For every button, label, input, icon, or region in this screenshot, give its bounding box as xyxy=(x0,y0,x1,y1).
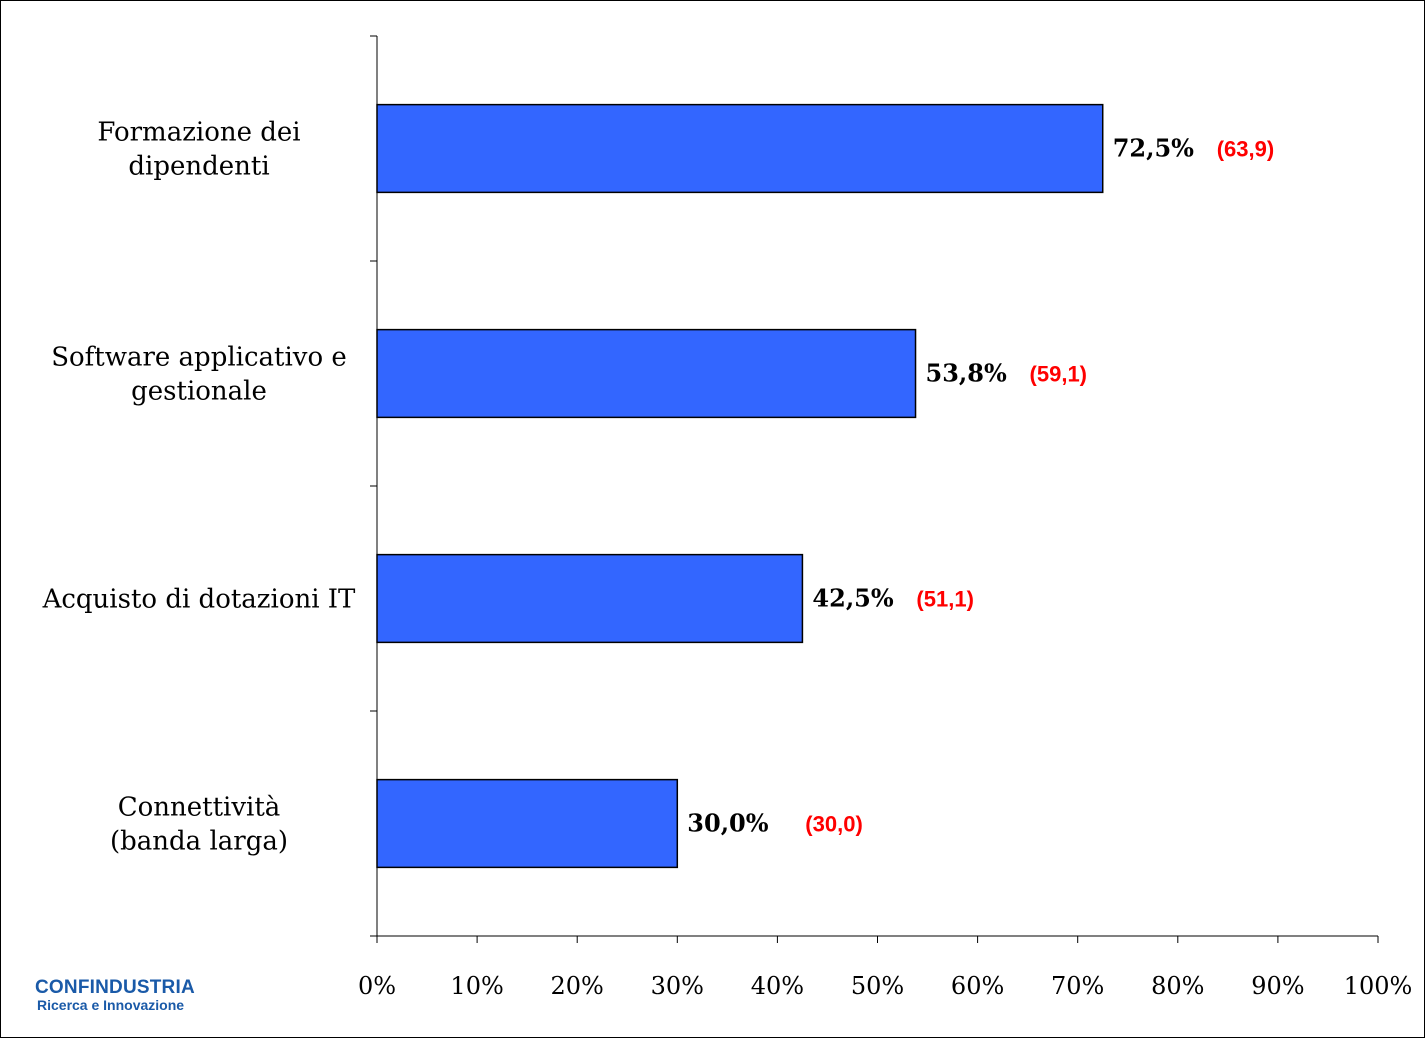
x-tick-label: 60% xyxy=(951,972,1004,1000)
previous-value-label: (51,1) xyxy=(916,587,973,612)
bar xyxy=(376,553,804,644)
x-tick-label: 30% xyxy=(651,972,704,1000)
category-label: (banda larga) xyxy=(110,827,288,857)
category-label: gestionale xyxy=(131,377,267,407)
x-tick-label: 90% xyxy=(1251,972,1304,1000)
confindustria-logo: CONFINDUSTRIA Ricerca e Innovazione xyxy=(35,978,195,1012)
value-label: 72,5% xyxy=(1113,134,1194,163)
x-tick-label: 50% xyxy=(851,972,904,1000)
bar xyxy=(376,328,917,419)
bar xyxy=(376,778,679,869)
category-label: Software applicativo e xyxy=(51,343,347,373)
previous-value-label: (30,0) xyxy=(805,812,862,837)
value-label: 42,5% xyxy=(812,584,893,613)
category-label: Formazione dei xyxy=(97,118,300,148)
value-label: 30,0% xyxy=(687,809,768,838)
x-tick-label: 0% xyxy=(358,972,396,1000)
x-tick-label: 40% xyxy=(751,972,804,1000)
value-label: 53,8% xyxy=(926,359,1007,388)
logo-subtitle: Ricerca e Innovazione xyxy=(37,997,185,1013)
x-tick-label: 80% xyxy=(1151,972,1204,1000)
x-tick-label: 20% xyxy=(551,972,604,1000)
category-label: Connettività xyxy=(118,793,281,823)
category-label: Acquisto di dotazioni IT xyxy=(42,585,356,615)
category-label: dipendenti xyxy=(128,152,269,182)
x-tick-label: 100% xyxy=(1344,972,1413,1000)
previous-value-label: (63,9) xyxy=(1217,137,1274,162)
x-tick-label: 70% xyxy=(1051,972,1104,1000)
previous-value-label: (59,1) xyxy=(1030,362,1087,387)
bar xyxy=(376,103,1104,194)
logo-name: CONFINDUSTRIA xyxy=(35,977,195,998)
x-tick-label: 10% xyxy=(450,972,503,1000)
